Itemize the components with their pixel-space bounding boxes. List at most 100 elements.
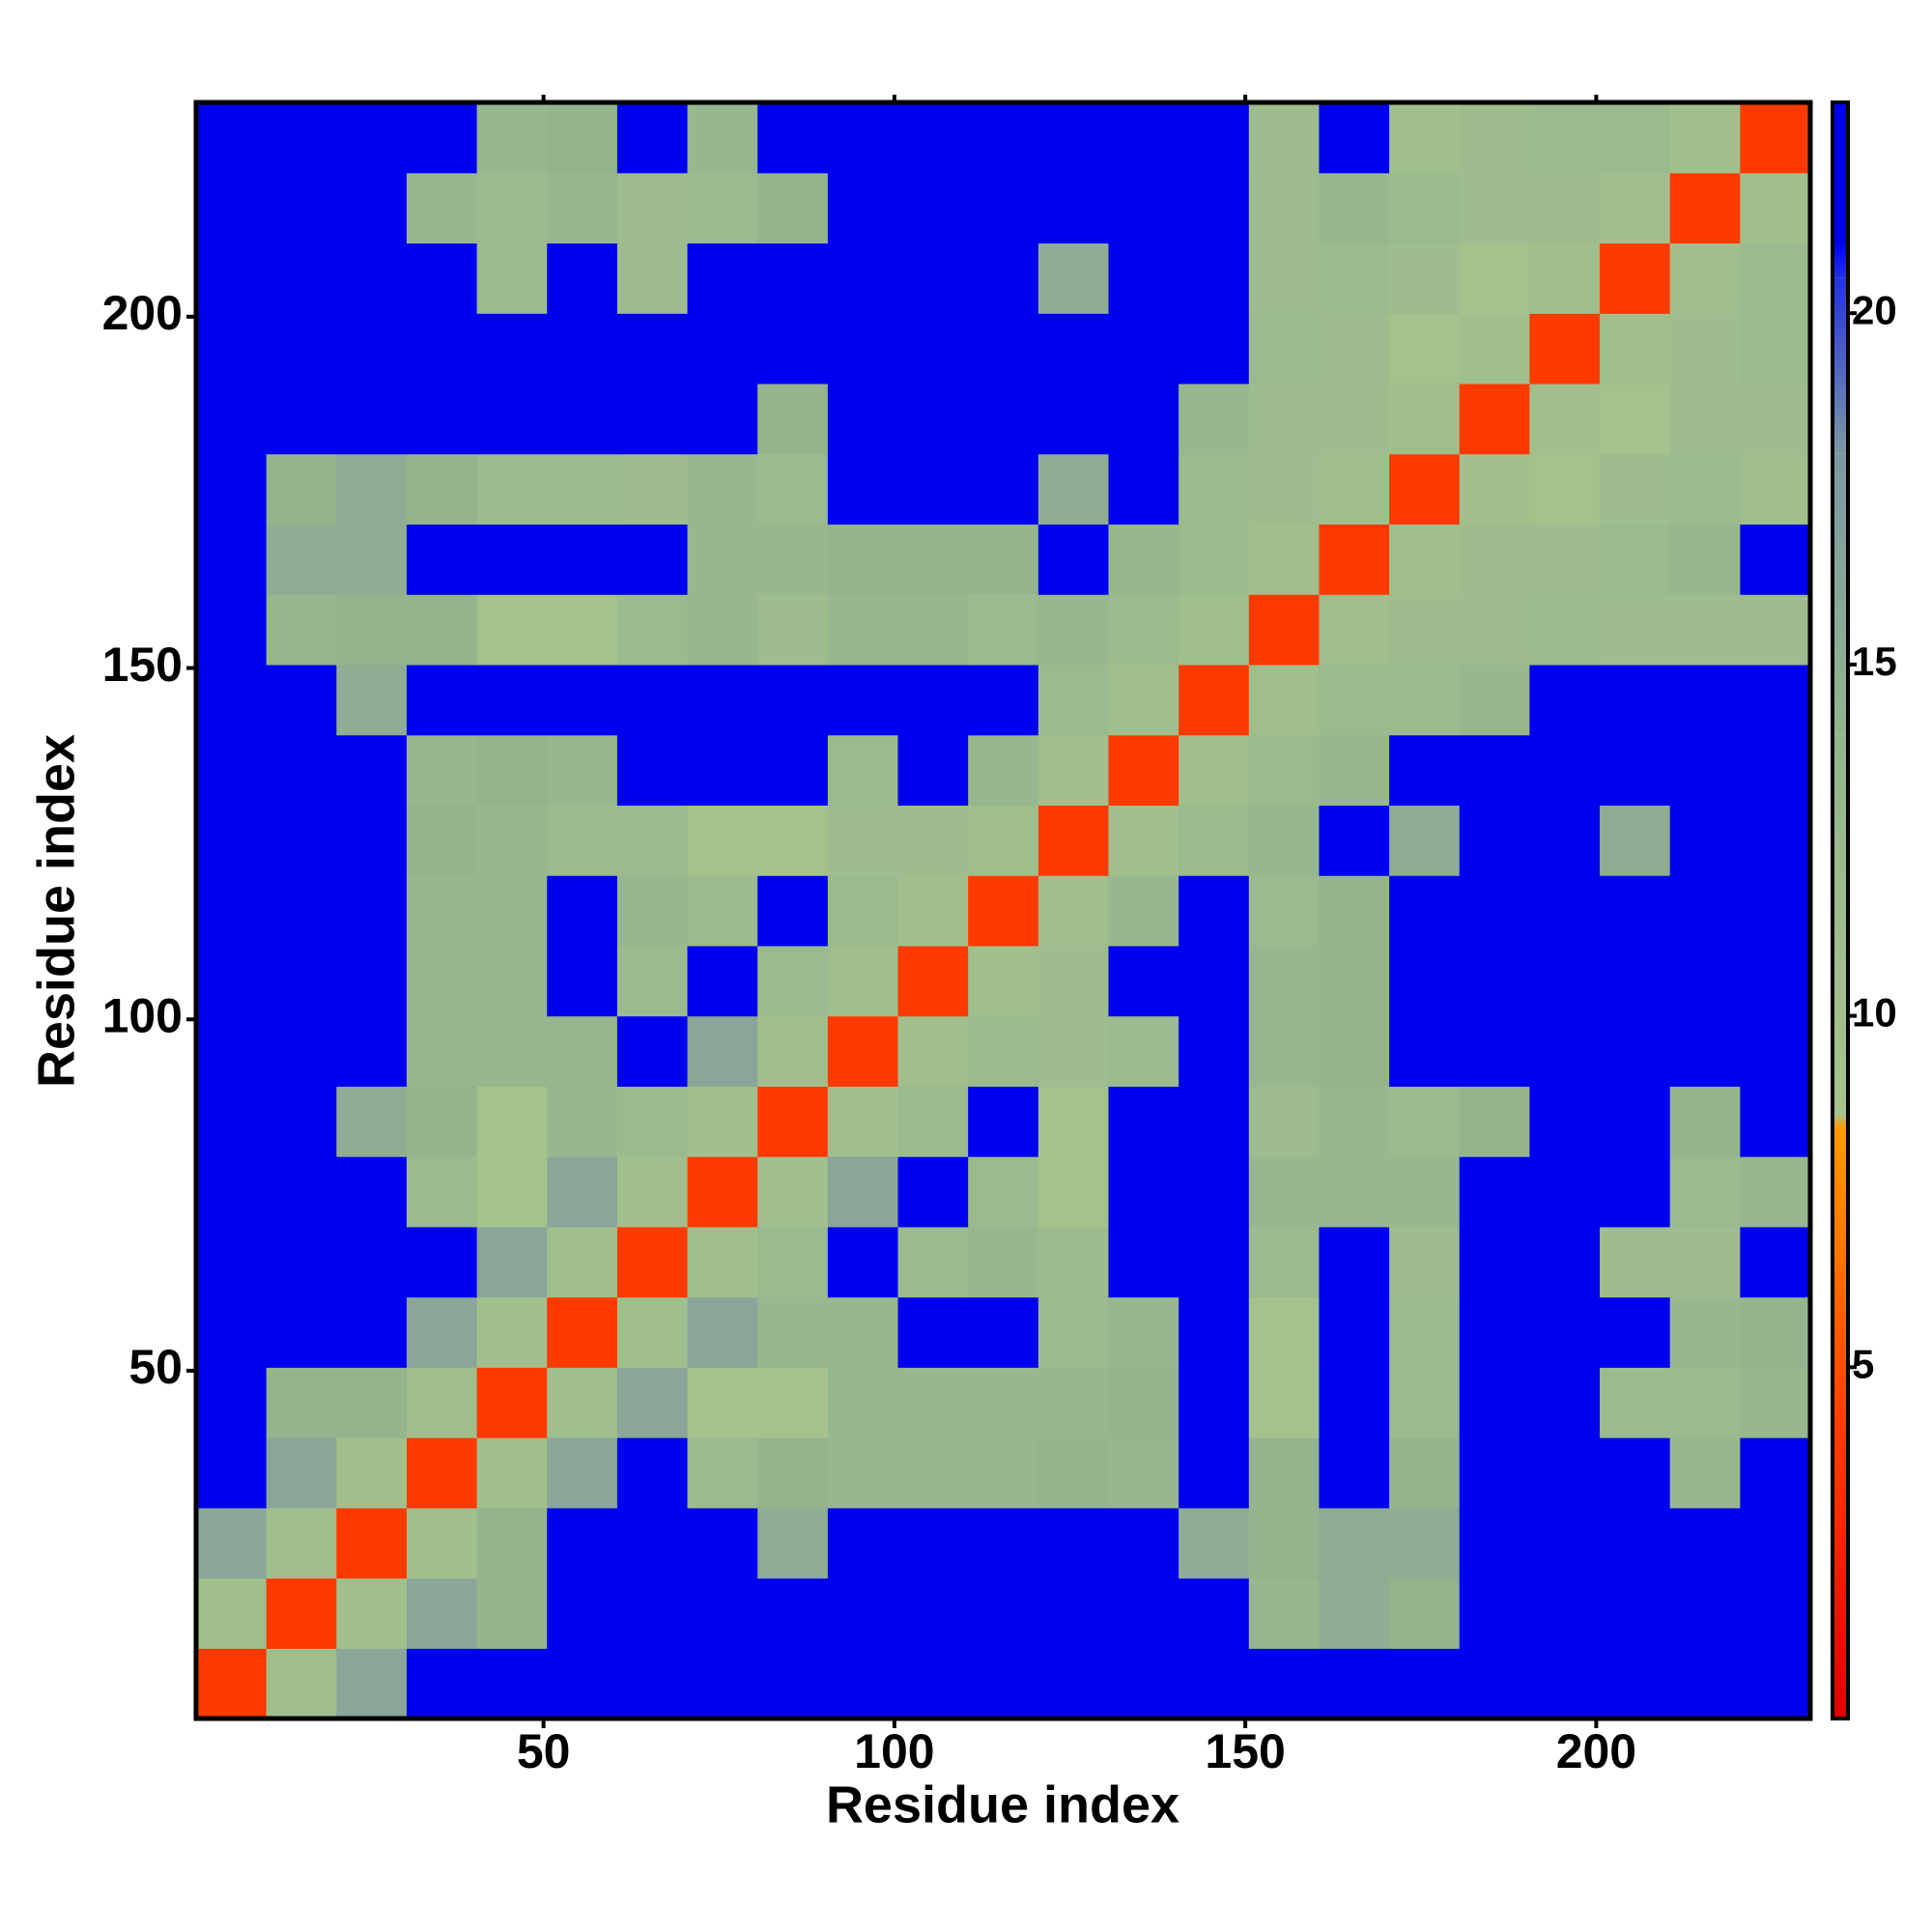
heatmap-cell xyxy=(1179,242,1250,314)
heatmap-cell xyxy=(616,1367,689,1438)
heatmap-cell xyxy=(897,242,969,314)
heatmap-cell xyxy=(1529,594,1601,666)
heatmap-cell xyxy=(1529,1367,1601,1438)
heatmap-cell xyxy=(1529,102,1601,174)
heatmap-cell xyxy=(1108,1648,1179,1719)
heatmap-cell xyxy=(336,1367,408,1438)
heatmap-cell xyxy=(1248,1015,1321,1087)
heatmap-cell xyxy=(476,734,548,806)
heatmap-cell xyxy=(1389,1507,1461,1579)
heatmap-cell xyxy=(1459,102,1530,174)
heatmap-cell xyxy=(968,945,1039,1017)
heatmap-cell xyxy=(406,594,478,666)
heatmap-cell xyxy=(1459,383,1530,455)
heatmap-cell xyxy=(1248,594,1321,666)
heatmap-cell xyxy=(476,1296,548,1368)
heatmap-cell xyxy=(757,594,829,666)
heatmap-cell xyxy=(616,1507,689,1579)
heatmap-cell xyxy=(1389,1156,1461,1228)
heatmap-cell xyxy=(827,734,899,806)
heatmap-cell xyxy=(1108,1226,1179,1298)
heatmap-cell xyxy=(1600,1367,1671,1438)
heatmap-cell xyxy=(1037,1367,1110,1438)
heatmap-cell xyxy=(1669,383,1741,455)
heatmap-cell xyxy=(1389,453,1461,526)
heatmap-cell xyxy=(1740,945,1811,1017)
heatmap-cell xyxy=(1529,1226,1601,1298)
heatmap-cell xyxy=(547,734,618,806)
heatmap-cell xyxy=(1179,313,1250,384)
heatmap-cell xyxy=(897,172,969,244)
heatmap-cell xyxy=(1108,734,1179,806)
heatmap-cell xyxy=(687,1086,758,1157)
heatmap-cell xyxy=(1248,664,1321,736)
heatmap-cell xyxy=(616,172,689,244)
heatmap-cell xyxy=(827,594,899,666)
heatmap-cell xyxy=(1529,875,1601,947)
heatmap-cell xyxy=(1389,313,1461,384)
heatmap-cell xyxy=(1248,453,1321,526)
heatmap-cell xyxy=(1459,1367,1530,1438)
heatmap-cell xyxy=(1740,734,1811,806)
heatmap-cell xyxy=(757,1648,829,1719)
heatmap-cell xyxy=(757,1367,829,1438)
heatmap-cell xyxy=(1179,875,1250,947)
heatmap-cell xyxy=(547,1367,618,1438)
heatmap-cell xyxy=(687,945,758,1017)
heatmap-cell xyxy=(1389,524,1461,595)
heatmap-cell xyxy=(968,1086,1039,1157)
y-tick-label: 150 xyxy=(102,638,183,692)
heatmap-cell xyxy=(196,453,268,526)
heatmap-cell xyxy=(1459,1648,1530,1719)
heatmap-cell xyxy=(687,1226,758,1298)
heatmap-cell xyxy=(476,524,548,595)
heatmap-cell xyxy=(616,102,689,174)
heatmap-cell xyxy=(196,1648,268,1719)
heatmap-cell xyxy=(1179,1015,1250,1087)
heatmap-cell xyxy=(336,805,408,876)
heatmap-cell xyxy=(1108,1086,1179,1157)
heatmap-cell xyxy=(1389,664,1461,736)
heatmap-cell xyxy=(1740,1577,1811,1649)
heatmap-cell xyxy=(196,945,268,1017)
heatmap-cell xyxy=(336,734,408,806)
heatmap-cell xyxy=(1179,1086,1250,1157)
heatmap-cell xyxy=(616,1086,689,1157)
heatmap-cell xyxy=(1459,594,1530,666)
heatmap-cell xyxy=(827,805,899,876)
heatmap-cell xyxy=(1459,875,1530,947)
heatmap-cell xyxy=(1740,313,1811,384)
heatmap-cell xyxy=(757,1156,829,1228)
heatmap-cell xyxy=(476,1156,548,1228)
heatmap-cell xyxy=(616,1156,689,1228)
colorbar-tick-label: 5 xyxy=(1852,1341,1874,1386)
heatmap-cell xyxy=(1740,1507,1811,1579)
colorbar-frame xyxy=(1831,100,1850,1720)
heatmap-cell xyxy=(616,1296,689,1368)
heatmap-cell xyxy=(1529,734,1601,806)
heatmap-cell xyxy=(266,594,337,666)
heatmap-cell xyxy=(406,172,478,244)
heatmap-cell xyxy=(547,1296,618,1368)
heatmap-cell xyxy=(1529,1648,1601,1719)
heatmap-cell xyxy=(1669,664,1741,736)
heatmap-cell xyxy=(266,1648,337,1719)
heatmap-cell xyxy=(1248,383,1321,455)
heatmap-cell xyxy=(406,313,478,384)
heatmap-cell xyxy=(1740,1648,1811,1719)
heatmap-cell xyxy=(1108,102,1179,174)
heatmap-cell xyxy=(616,313,689,384)
heatmap-cell xyxy=(1669,172,1741,244)
heatmap-cell xyxy=(1389,594,1461,666)
heatmap-cell xyxy=(1037,242,1110,314)
heatmap-cell xyxy=(1740,664,1811,736)
heatmap-cell xyxy=(687,1367,758,1438)
plot-frame xyxy=(193,99,1813,1721)
heatmap-cell xyxy=(547,1086,618,1157)
heatmap-cell xyxy=(1319,102,1390,174)
heatmap-cell xyxy=(1740,805,1811,876)
x-tick-label: 200 xyxy=(1556,1724,1636,1778)
heatmap-cell xyxy=(266,734,337,806)
heatmap-cell xyxy=(897,1648,969,1719)
heatmap-cell xyxy=(196,734,268,806)
